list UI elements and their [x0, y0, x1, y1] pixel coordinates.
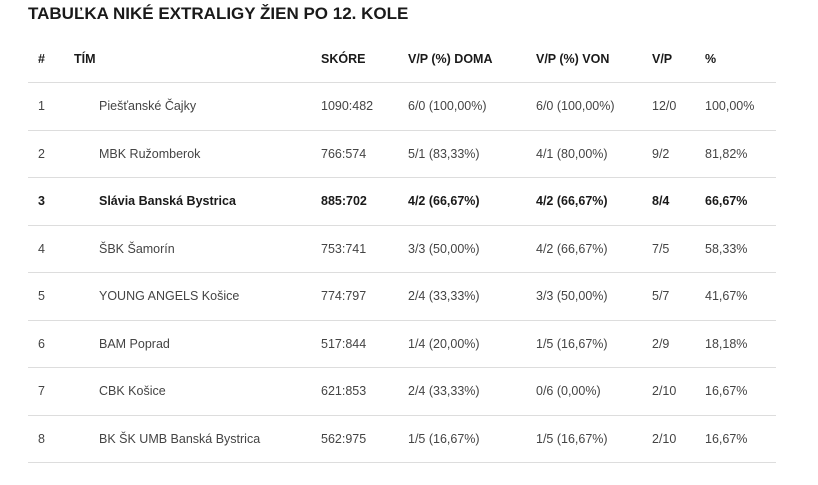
- header-score: SKÓRE: [321, 51, 366, 66]
- row-home: 1/5 (16,67%): [408, 431, 480, 446]
- row-rank: 2: [38, 146, 45, 161]
- row-percent: 16,67%: [705, 431, 748, 446]
- row-rank: 4: [38, 241, 45, 256]
- row-percent: 16,67%: [705, 384, 748, 399]
- row-home: 2/4 (33,33%): [408, 289, 480, 304]
- row-away: 4/2 (66,67%): [536, 241, 608, 256]
- table-row: 5 YOUNG ANGELS Košice 774:797 2/4 (33,33…: [28, 273, 776, 321]
- row-away: 1/5 (16,67%): [536, 336, 608, 351]
- row-home: 5/1 (83,33%): [408, 146, 480, 161]
- table-row-highlighted: 3 Slávia Banská Bystrica 885:702 4/2 (66…: [28, 178, 776, 226]
- row-rank: 1: [38, 99, 45, 114]
- row-percent: 100,00%: [705, 99, 755, 114]
- row-score: 562:975: [321, 431, 367, 446]
- row-away: 4/2 (66,67%): [536, 194, 608, 209]
- row-away: 6/0 (100,00%): [536, 99, 615, 114]
- row-away: 0/6 (0,00%): [536, 384, 601, 399]
- row-score: 885:702: [321, 194, 367, 209]
- table-header-row: # TÍM SKÓRE V/P (%) DOMA V/P (%) VON V/P…: [28, 35, 776, 83]
- header-win-loss: V/P: [652, 51, 673, 66]
- row-win-loss: 2/10: [652, 384, 677, 399]
- row-percent: 66,67%: [705, 194, 748, 209]
- row-home: 6/0 (100,00%): [408, 99, 487, 114]
- row-win-loss: 2/9: [652, 336, 670, 351]
- row-team: ŠBK Šamorín: [99, 241, 175, 256]
- table-row: 2 MBK Ružomberok 766:574 5/1 (83,33%) 4/…: [28, 131, 776, 178]
- standings-table: # TÍM SKÓRE V/P (%) DOMA V/P (%) VON V/P…: [28, 35, 776, 463]
- row-win-loss: 12/0: [652, 99, 677, 114]
- row-score: 517:844: [321, 336, 367, 351]
- row-home: 3/3 (50,00%): [408, 241, 480, 256]
- row-percent: 58,33%: [705, 241, 748, 256]
- row-rank: 3: [38, 194, 45, 209]
- row-rank: 8: [38, 431, 45, 446]
- row-team: Slávia Banská Bystrica: [99, 194, 236, 209]
- row-score: 621:853: [321, 384, 367, 399]
- table-row: 7 CBK Košice 621:853 2/4 (33,33%) 0/6 (0…: [28, 368, 776, 416]
- row-rank: 5: [38, 289, 45, 304]
- header-team: TÍM: [74, 51, 96, 66]
- row-home: 4/2 (66,67%): [408, 194, 480, 209]
- table-row: 6 BAM Poprad 517:844 1/4 (20,00%) 1/5 (1…: [28, 321, 776, 368]
- row-score: 766:574: [321, 146, 367, 161]
- row-team: YOUNG ANGELS Košice: [99, 289, 240, 304]
- row-win-loss: 7/5: [652, 241, 670, 256]
- row-team: Piešťanské Čajky: [99, 99, 197, 114]
- row-win-loss: 5/7: [652, 289, 670, 304]
- row-away: 4/1 (80,00%): [536, 146, 608, 161]
- row-team: MBK Ružomberok: [99, 146, 201, 161]
- row-team: BAM Poprad: [99, 336, 170, 351]
- row-home: 2/4 (33,33%): [408, 384, 480, 399]
- row-team: CBK Košice: [99, 384, 166, 399]
- page-title: TABUĽKA NIKÉ EXTRALIGY ŽIEN PO 12. KOLE: [28, 4, 409, 23]
- header-away: V/P (%) VON: [536, 51, 610, 66]
- row-score: 753:741: [321, 241, 367, 256]
- row-team: BK ŠK UMB Banská Bystrica: [99, 431, 261, 446]
- table-row: 4 ŠBK Šamorín 753:741 3/3 (50,00%) 4/2 (…: [28, 226, 776, 273]
- row-win-loss: 8/4: [652, 194, 670, 209]
- row-home: 1/4 (20,00%): [408, 336, 480, 351]
- row-percent: 81,82%: [705, 146, 748, 161]
- row-score: 774:797: [321, 289, 367, 304]
- header-percent: %: [705, 51, 717, 66]
- table-row: 8 BK ŠK UMB Banská Bystrica 562:975 1/5 …: [28, 416, 776, 463]
- row-away: 1/5 (16,67%): [536, 431, 608, 446]
- row-score: 1090:482: [321, 99, 374, 114]
- row-percent: 41,67%: [705, 289, 748, 304]
- row-rank: 7: [38, 384, 45, 399]
- header-rank: #: [38, 51, 45, 66]
- row-away: 3/3 (50,00%): [536, 289, 608, 304]
- row-win-loss: 9/2: [652, 146, 670, 161]
- row-rank: 6: [38, 336, 45, 351]
- header-home: V/P (%) DOMA: [408, 51, 493, 66]
- row-percent: 18,18%: [705, 336, 748, 351]
- table-row: 1 Piešťanské Čajky 1090:482 6/0 (100,00%…: [28, 83, 776, 131]
- row-win-loss: 2/10: [652, 431, 677, 446]
